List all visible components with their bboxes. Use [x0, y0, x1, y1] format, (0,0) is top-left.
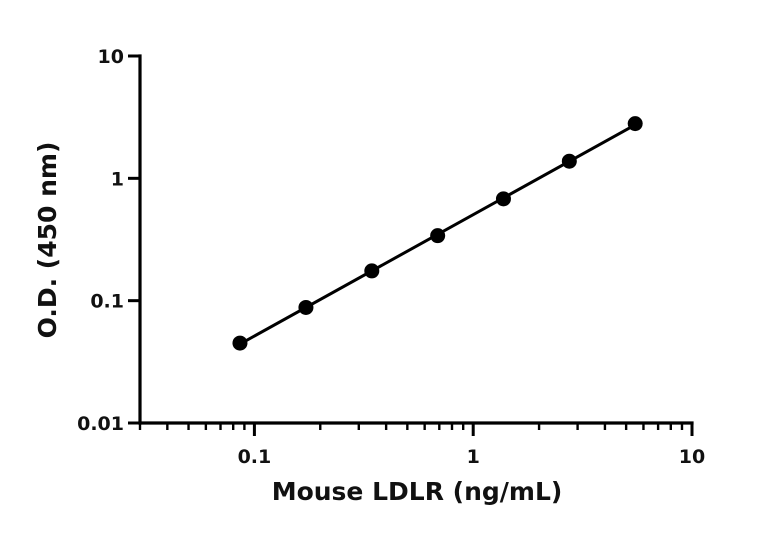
data-point	[561, 153, 577, 169]
x-tick-label: 1	[467, 446, 480, 468]
data-point	[298, 299, 314, 315]
y-axis-title: O.D. (450 nm)	[33, 142, 62, 339]
data-point	[430, 228, 446, 244]
y-tick-label: 0.01	[77, 413, 124, 435]
x-tick-label: 0.1	[238, 446, 272, 468]
x-axis-title: Mouse LDLR (ng/mL)	[272, 477, 563, 506]
data-point	[364, 263, 380, 279]
data-point	[627, 116, 643, 132]
data-point	[495, 191, 511, 207]
y-tick-label: 0.1	[90, 291, 124, 313]
y-tick-label: 10	[98, 46, 124, 68]
axes-layer	[138, 54, 694, 425]
x-tick-label: 10	[679, 446, 705, 468]
y-tick-label: 1	[111, 168, 124, 190]
ticks-layer: 0.1 1 10 0.01 0.1 1 10	[77, 46, 705, 468]
data-point	[232, 335, 248, 351]
data-points-layer	[232, 116, 643, 351]
